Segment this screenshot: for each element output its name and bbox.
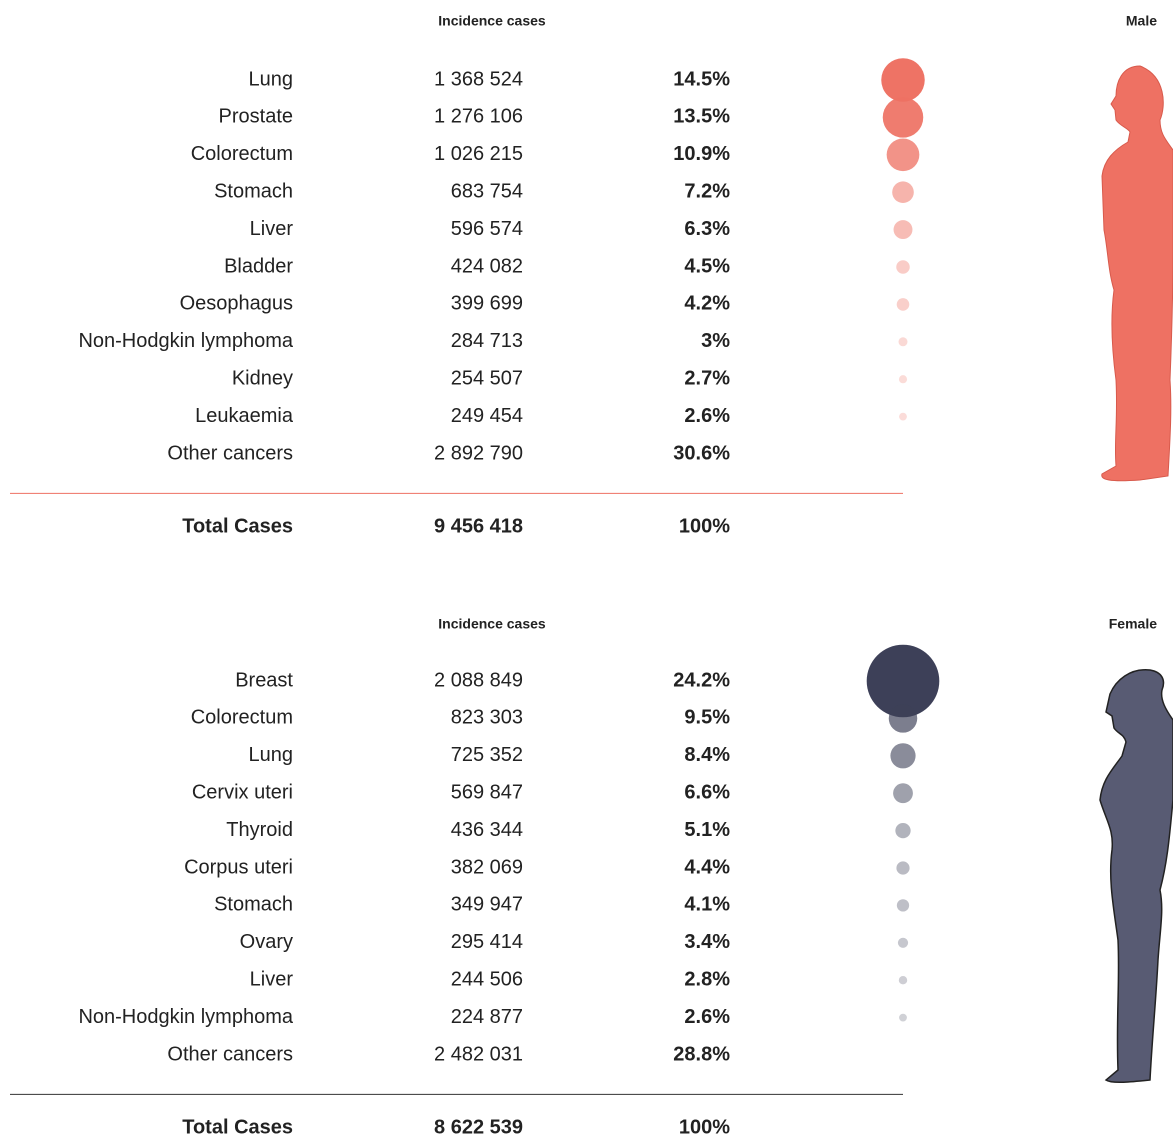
percent-label: 30.6% xyxy=(673,442,730,464)
percent-label: 2.8% xyxy=(684,968,730,990)
page: Incidence cases Male Lung 1 368 524 14.5% Pro… xyxy=(0,0,1173,1140)
case-count: 249 454 xyxy=(451,405,523,427)
cancer-site: Breast xyxy=(235,669,293,691)
percent-label: 7.2% xyxy=(684,180,730,202)
case-count: 424 082 xyxy=(451,255,523,277)
cancer-site: Leukaemia xyxy=(195,405,294,427)
percent-bubble xyxy=(890,743,915,768)
percent-bubble xyxy=(898,938,908,948)
male-silhouette xyxy=(1102,66,1173,481)
cancer-site: Other cancers xyxy=(167,1043,293,1065)
total-cases: 9 456 418 xyxy=(434,516,523,538)
percent-label: 4.1% xyxy=(684,894,730,916)
cancer-site: Bladder xyxy=(224,255,293,277)
percent-label: 24.2% xyxy=(673,669,730,691)
total-percent: 100% xyxy=(679,1117,730,1139)
percent-bubble xyxy=(896,861,909,874)
total-percent: 100% xyxy=(679,516,730,538)
cancer-site: Stomach xyxy=(214,894,293,916)
female-silhouette xyxy=(1100,670,1173,1083)
cancer-site: Non-Hodgkin lymphoma xyxy=(78,330,293,352)
percent-label: 9.5% xyxy=(684,707,730,729)
cancer-site: Liver xyxy=(250,968,294,990)
case-count: 254 507 xyxy=(451,367,523,389)
case-count: 2 892 790 xyxy=(434,442,523,464)
cancer-site: Non-Hodgkin lymphoma xyxy=(78,1006,293,1028)
cancer-site: Stomach xyxy=(214,180,293,202)
cancer-site: Liver xyxy=(250,218,294,240)
percent-bubble xyxy=(899,1014,907,1022)
cancer-site: Kidney xyxy=(232,367,293,389)
case-count: 596 574 xyxy=(451,218,523,240)
percent-label: 4.4% xyxy=(684,856,730,878)
total-label: Total Cases xyxy=(182,1117,293,1139)
cancer-site: Colorectum xyxy=(191,143,293,165)
percent-bubble xyxy=(881,58,925,102)
case-count: 284 713 xyxy=(451,330,523,352)
total-cases: 8 622 539 xyxy=(434,1117,523,1139)
total-label: Total Cases xyxy=(182,516,293,538)
percent-bubble xyxy=(899,375,907,383)
cancer-site: Ovary xyxy=(240,931,293,953)
percent-bubble xyxy=(887,138,920,171)
cancer-site: Lung xyxy=(249,744,294,766)
percent-bubble xyxy=(895,823,910,838)
percent-label: 8.4% xyxy=(684,744,730,766)
percent-label: 5.1% xyxy=(684,819,730,841)
percent-label: 14.5% xyxy=(673,68,730,90)
percent-label: 3.4% xyxy=(684,931,730,953)
case-count: 382 069 xyxy=(451,856,523,878)
case-count: 2 088 849 xyxy=(434,669,523,691)
case-count: 349 947 xyxy=(451,894,523,916)
cancer-site: Lung xyxy=(249,68,294,90)
percent-bubble xyxy=(889,704,918,733)
percent-label: 2.6% xyxy=(684,1006,730,1028)
percent-label: 28.8% xyxy=(673,1043,730,1065)
cancer-site: Thyroid xyxy=(226,819,293,841)
case-count: 436 344 xyxy=(451,819,523,841)
percent-bubble xyxy=(899,413,907,421)
cancer-site: Cervix uteri xyxy=(192,781,293,803)
case-count: 683 754 xyxy=(451,180,523,202)
percent-label: 4.2% xyxy=(684,293,730,315)
cancer-site: Colorectum xyxy=(191,707,293,729)
percent-label: 6.3% xyxy=(684,218,730,240)
percent-label: 2.6% xyxy=(684,405,730,427)
cancer-site: Corpus uteri xyxy=(184,856,293,878)
cancer-site: Oesophagus xyxy=(180,293,293,315)
percent-label: 10.9% xyxy=(673,143,730,165)
case-count: 569 847 xyxy=(451,781,523,803)
case-count: 1 368 524 xyxy=(434,68,523,90)
case-count: 399 699 xyxy=(451,293,523,315)
percent-label: 6.6% xyxy=(684,781,730,803)
percent-bubble xyxy=(883,97,924,137)
percent-bubble xyxy=(897,298,910,311)
case-count: 1 026 215 xyxy=(434,143,523,165)
percent-bubble xyxy=(897,899,909,911)
gender-label: Male xyxy=(1126,13,1157,29)
case-count: 244 506 xyxy=(451,968,523,990)
percent-label: 2.7% xyxy=(684,367,730,389)
percent-bubble xyxy=(896,260,910,274)
percent-bubble xyxy=(894,220,913,239)
infographic: Incidence cases Male Lung 1 368 524 14.5% Pro… xyxy=(0,0,1173,1140)
column-header: Incidence cases xyxy=(438,13,546,29)
gender-label: Female xyxy=(1109,616,1157,632)
percent-bubble xyxy=(899,337,908,346)
case-count: 725 352 xyxy=(451,744,523,766)
percent-label: 4.5% xyxy=(684,255,730,277)
case-count: 2 482 031 xyxy=(434,1043,523,1065)
column-header: Incidence cases xyxy=(438,616,546,632)
case-count: 224 877 xyxy=(451,1006,523,1028)
case-count: 1 276 106 xyxy=(434,106,523,128)
cancer-site: Prostate xyxy=(219,106,293,128)
percent-label: 13.5% xyxy=(673,106,730,128)
percent-bubble xyxy=(893,783,913,803)
percent-bubble xyxy=(899,976,907,984)
cancer-site: Other cancers xyxy=(167,442,293,464)
percent-label: 3% xyxy=(701,330,730,352)
case-count: 823 303 xyxy=(451,707,523,729)
case-count: 295 414 xyxy=(451,931,523,953)
percent-bubble xyxy=(892,181,914,203)
